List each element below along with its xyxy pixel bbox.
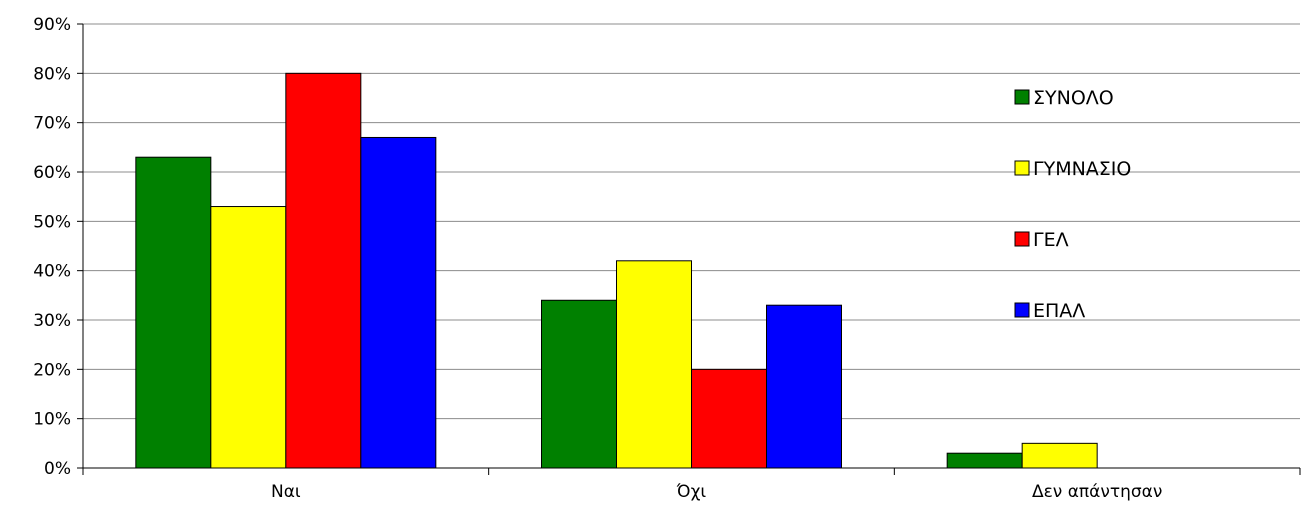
- bar-ΓΕΛ-Ναι: [285, 72, 362, 469]
- bar-ΕΠΑΛ-Ναι: [360, 136, 437, 469]
- legend-swatch: [1014, 231, 1030, 247]
- y-tick-label: 10%: [33, 410, 71, 430]
- y-tick-label: 20%: [33, 360, 71, 380]
- bars: [135, 72, 1098, 469]
- bar-ΓΥΜΝΑΣΙΟ-Δεν απάντησαν: [1021, 442, 1098, 469]
- bar-ΓΕΛ-Όχι: [691, 368, 767, 469]
- legend-swatch: [1014, 89, 1030, 105]
- y-tick-label: 80%: [33, 64, 71, 84]
- bar-ΓΥΜΝΑΣΙΟ-Ναι: [210, 206, 287, 469]
- y-tick-label: 90%: [33, 15, 71, 35]
- legend-label: ΓΥΜΝΑΣΙΟ: [1033, 158, 1131, 180]
- y-tick-label: 60%: [33, 163, 71, 183]
- bar-ΣΥΝΟΛΟ-Ναι: [135, 156, 212, 469]
- bar-ΕΠΑΛ-Όχι: [766, 304, 842, 469]
- y-tick-label: 70%: [33, 114, 71, 134]
- category-label: Ναι: [271, 482, 301, 502]
- y-tick-label: 50%: [33, 212, 71, 232]
- y-tick-label: 0%: [44, 459, 71, 479]
- y-tick-label: 40%: [33, 262, 71, 282]
- legend-swatch: [1014, 160, 1030, 176]
- bar-ΣΥΝΟΛΟ-Όχι: [541, 299, 617, 469]
- legend-label: ΣΥΝΟΛΟ: [1033, 87, 1114, 109]
- bar-ΓΥΜΝΑΣΙΟ-Όχι: [616, 260, 692, 469]
- axes: 0% 10% 20% 30% 40% 50% 60% 70% 80% 90% Ναι Όχι Δεν α…: [33, 15, 1301, 502]
- legend-label: ΓΕΛ: [1033, 229, 1069, 251]
- legend-swatch: [1014, 302, 1030, 318]
- legend-label: ΕΠΑΛ: [1033, 300, 1085, 322]
- category-label: Όχι: [676, 482, 707, 502]
- y-tick-label: 30%: [33, 311, 71, 331]
- category-label: Δεν απάντησαν: [1032, 482, 1162, 502]
- bar-ΣΥΝΟΛΟ-Δεν απάντησαν: [946, 452, 1023, 469]
- legend: ΣΥΝΟΛΟ ΓΥΜΝΑΣΙΟ ΓΕΛ ΕΠΑΛ: [1014, 87, 1131, 322]
